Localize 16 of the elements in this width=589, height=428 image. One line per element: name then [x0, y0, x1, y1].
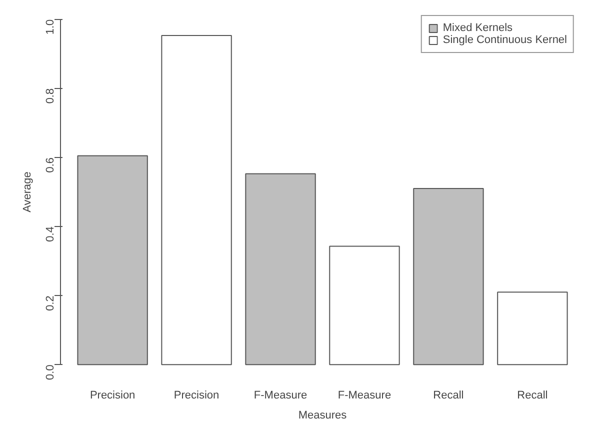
- x-tick-label: Precision: [174, 390, 220, 402]
- y-tick-label: 0.2: [44, 296, 56, 311]
- x-axis-title: Measures: [298, 410, 348, 422]
- y-tick-label: 1.0: [44, 19, 56, 35]
- x-tick-label: Precision: [90, 390, 136, 402]
- y-tick-label: 0.6: [44, 157, 56, 173]
- x-tick-label: Recall: [517, 390, 548, 402]
- y-axis-title: Average: [22, 172, 34, 212]
- x-tick-label: F-Measure: [338, 390, 392, 402]
- y-tick-label: 0.8: [44, 88, 56, 104]
- legend-label: Single Continuous Kernel: [442, 34, 567, 46]
- y-tick-label: 0.0: [44, 364, 56, 380]
- y-tick-label: 0.4: [44, 226, 56, 242]
- x-tick-label: F-Measure: [254, 390, 308, 402]
- legend-label: Mixed Kernels: [442, 22, 513, 34]
- x-tick-label: Recall: [433, 390, 464, 402]
